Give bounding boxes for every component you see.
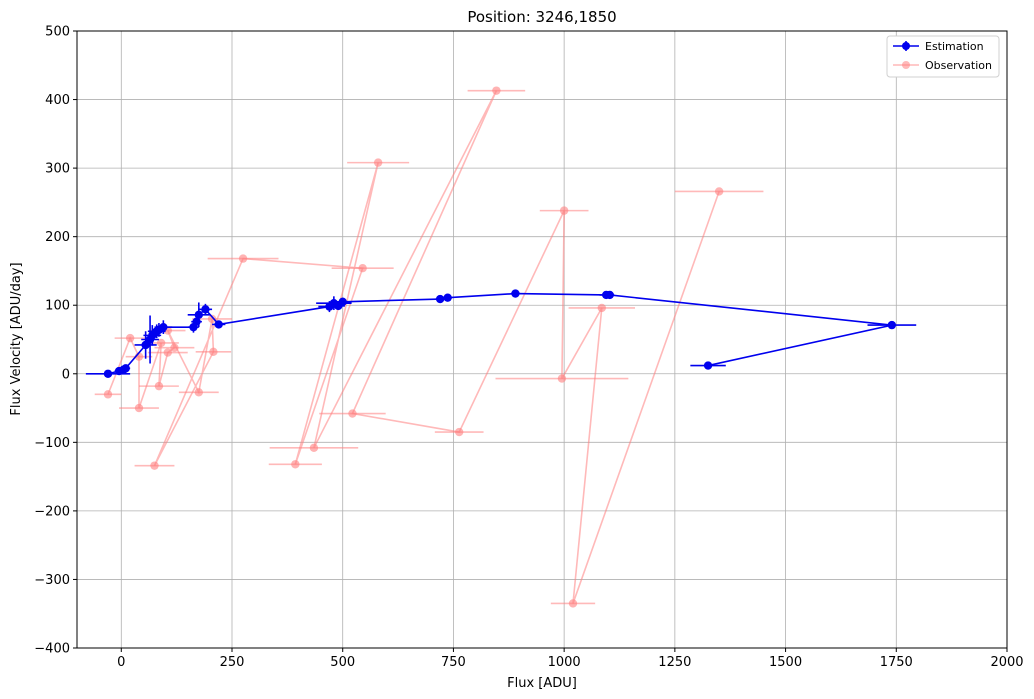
x-tick-label: 1250 [658, 655, 691, 670]
y-axis-label: Flux Velocity [ADU/day] [9, 262, 24, 415]
estimation-point [435, 294, 445, 304]
observation-point [309, 443, 319, 453]
estimation-point [159, 322, 168, 332]
y-tick-label: 0 [62, 367, 70, 382]
observation-point [492, 86, 501, 95]
observation-point [103, 390, 113, 399]
observation-point [714, 187, 724, 196]
legend-label-observation: Observation [925, 59, 992, 72]
x-tick-label: 1500 [769, 655, 802, 670]
x-tick-label: 250 [220, 655, 245, 670]
observation-point [125, 333, 135, 343]
x-tick-label: 1750 [880, 655, 913, 670]
plot-frame [76, 30, 1008, 649]
observation-point [238, 254, 248, 263]
estimation-point [103, 369, 113, 378]
observation-point [207, 314, 217, 324]
estimation-point [194, 310, 203, 320]
y-tick-label: 400 [45, 93, 70, 108]
observation-point [557, 374, 567, 383]
x-tick-label: 1000 [548, 655, 581, 670]
estimation-point [605, 290, 614, 300]
y-tick-label: −100 [34, 436, 70, 451]
observation-point [291, 460, 300, 469]
observation-point [358, 264, 367, 273]
estimation-point [511, 289, 520, 298]
observation-point [194, 388, 203, 397]
observation-point [209, 347, 218, 357]
observation-point [373, 158, 383, 167]
chart-title: Position: 3246,1850 [467, 8, 616, 26]
estimation-point [703, 361, 713, 370]
estimation-point [214, 320, 223, 329]
observation-point [156, 338, 166, 348]
legend-item-observation: Observation [893, 59, 992, 72]
estimation-point [887, 320, 897, 330]
grid [77, 30, 1008, 649]
y-tick-label: 300 [45, 162, 70, 177]
y-tick-label: −200 [34, 504, 70, 519]
observation-point [150, 461, 159, 470]
x-tick-label: 500 [330, 655, 355, 670]
observation-point [597, 303, 606, 313]
axis-ticks: 0 250 500 750 1000 1250 1500 1750 2000−400−300−2… [34, 25, 1023, 671]
y-tick-label: 200 [45, 230, 70, 245]
x-tick-label: 2000 [990, 655, 1023, 670]
x-tick-label: 750 [441, 655, 466, 670]
y-tick-label: −300 [34, 573, 70, 588]
x-axis-label: Flux [ADU] [507, 676, 577, 691]
observation-series [94, 86, 764, 608]
observation-point [170, 343, 179, 352]
estimation-point [201, 305, 210, 314]
estimation-point [443, 293, 452, 302]
estimation-series [85, 289, 917, 378]
observation-point [134, 403, 144, 413]
legend: Estimation Observation [886, 35, 1000, 78]
x-tick-label: 0 [117, 655, 125, 670]
estimation-point [121, 364, 130, 373]
y-tick-label: −400 [34, 642, 70, 657]
observation-path [107, 90, 720, 604]
y-tick-label: 500 [45, 25, 70, 40]
y-tick-label: 100 [45, 299, 70, 314]
estimation-point [338, 297, 347, 306]
legend-item-estimation: Estimation [893, 40, 984, 53]
observation-point [348, 409, 357, 418]
observation-point [163, 348, 172, 357]
observation-point [559, 206, 569, 215]
observation-point [568, 599, 578, 608]
legend-label-estimation: Estimation [925, 40, 984, 53]
observation-point [454, 427, 464, 437]
observation-point [154, 381, 164, 391]
